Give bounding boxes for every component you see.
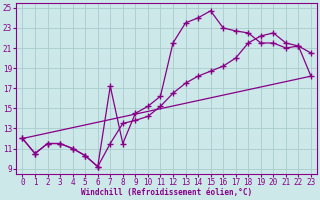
X-axis label: Windchill (Refroidissement éolien,°C): Windchill (Refroidissement éolien,°C): [81, 188, 252, 197]
